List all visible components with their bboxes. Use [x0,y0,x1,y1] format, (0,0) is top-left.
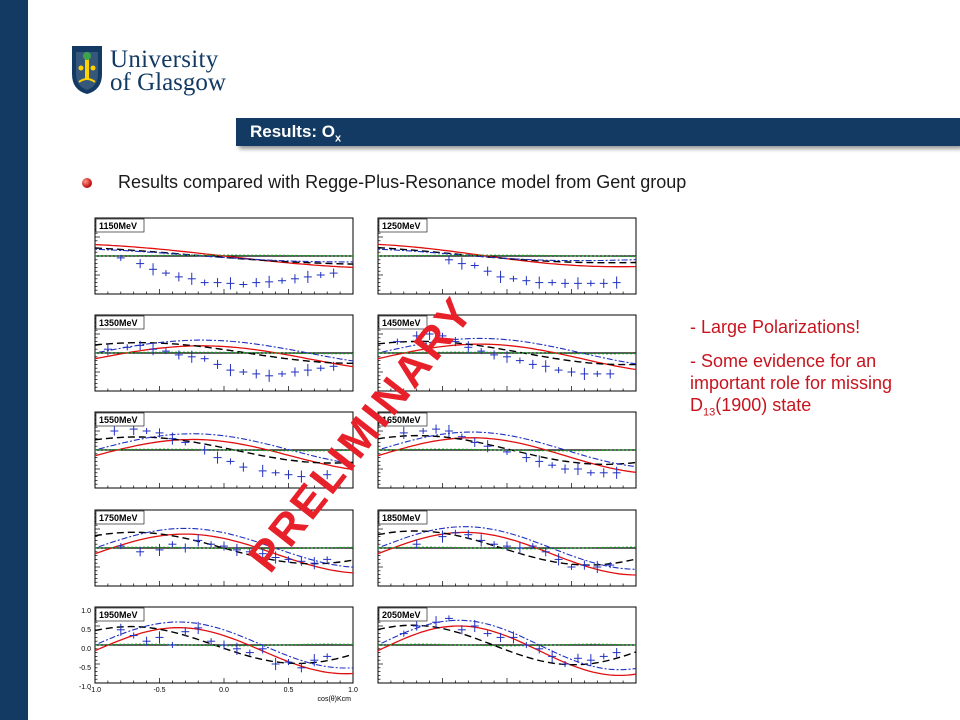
x-tick-label: -0.5 [153,687,165,694]
bullet-text: Results compared with Regge-Plus-Resonan… [118,172,687,192]
energy-label: 1150MeV [99,221,137,231]
energy-label: 1250MeV [382,221,421,231]
slide-title: Results: Ox [250,122,342,145]
model-curve-red [377,343,637,371]
y-tick-label: -0.5 [79,665,91,672]
crest-icon [72,46,102,94]
model-curve-red [94,533,354,574]
x-axis-label: cos(θ)Kcm [318,696,352,703]
model-curve-green [95,254,353,257]
note-d13-evidence: - Some evidence for an important role fo… [690,351,893,419]
model-curve-green [94,351,353,355]
model-curve-red [377,531,637,576]
energy-label: 1650MeV [382,415,421,425]
energy-label-box [95,315,145,330]
x-tick-label: 0.0 [219,687,229,694]
model-curve-blue [94,433,354,465]
model-curve-blue [94,621,354,669]
note-large-polarizations: - Large Polarizations! [690,317,861,337]
model-curve-black [377,247,637,264]
energy-label-box [378,218,428,233]
model-curve-black [94,247,354,265]
energy-label-box [95,412,145,427]
energy-label: 2050MeV [382,610,421,620]
energy-label: 1450MeV [382,318,421,328]
x-tick-label: -1.0 [89,687,101,694]
model-curve-black [377,624,637,666]
model-curve-red [94,243,354,269]
logo-text-line2: of Glasgow [110,69,226,96]
model-curve-red [377,625,637,677]
model-curve-green [94,448,353,452]
model-curve-green [377,643,637,647]
model-curve-blue [377,337,637,365]
energy-label: 1350MeV [99,318,138,328]
energy-label-box [378,315,428,330]
model-curve-red [94,345,354,368]
energy-label-box [95,218,145,233]
energy-label-box [95,510,145,525]
model-curve-blue [94,248,353,263]
energy-label: 1850MeV [382,513,421,523]
energy-label-box [378,607,428,622]
left-accent-band [0,0,28,720]
x-tick-label: 0.5 [284,687,294,694]
model-curve-red [94,627,354,675]
energy-label: 1550MeV [99,415,138,425]
university-logo: University of Glasgow [70,40,240,100]
energy-label: 1750MeV [99,513,138,523]
x-tick-label: 1.0 [348,687,358,694]
side-notes: - Large Polarizations! - Some evidence f… [690,316,930,436]
model-curve-green [378,254,636,258]
energy-label-box [378,510,428,525]
model-curve-blue [377,248,637,262]
model-curve-red [377,437,637,473]
logo-text-line1: University [110,46,219,73]
energy-label-box [378,412,428,427]
slide-title-bar: Results: Ox [236,118,960,146]
energy-label: 1950MeV [99,610,138,620]
model-curve-blue [377,431,637,468]
bullet-icon [82,178,92,188]
model-curve-blue [377,619,637,671]
y-tick-label: -1.0 [79,684,91,691]
model-curve-blue [377,526,637,570]
y-tick-label: 0.5 [81,627,91,634]
y-tick-label: 1.0 [81,608,91,615]
y-tick-label: 0.0 [81,646,91,653]
energy-label-box [95,607,145,622]
model-curve-blue [94,527,354,568]
model-curve-red [94,438,354,471]
